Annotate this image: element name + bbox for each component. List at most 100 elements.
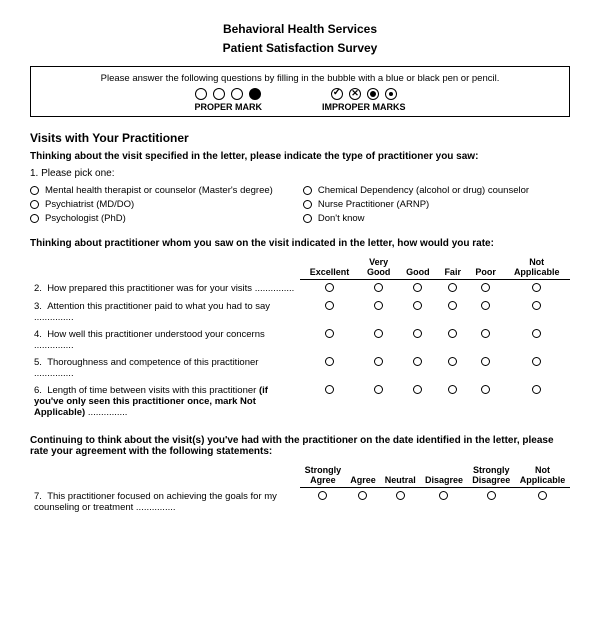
radio-icon bbox=[413, 329, 422, 338]
radio-icon bbox=[532, 329, 541, 338]
option-item[interactable]: Mental health therapist or counselor (Ma… bbox=[30, 185, 273, 196]
bubble-examples: PROPER MARK IMPROPER MARKS bbox=[41, 88, 559, 112]
radio-icon bbox=[439, 491, 448, 500]
question-text: 3. Attention this practitioner paid to w… bbox=[30, 298, 300, 326]
rating-header: Fair bbox=[437, 255, 467, 280]
rating-cell[interactable] bbox=[398, 382, 437, 421]
title-line-1: Behavioral Health Services bbox=[30, 20, 570, 39]
proper-mark-group: PROPER MARK bbox=[194, 88, 262, 112]
rating-cell[interactable] bbox=[503, 354, 570, 382]
rating-cell[interactable] bbox=[468, 382, 503, 421]
rating-cell[interactable] bbox=[359, 280, 398, 299]
rating-cell[interactable] bbox=[437, 280, 467, 299]
empty-circle-icon bbox=[213, 88, 225, 100]
radio-icon bbox=[413, 301, 422, 310]
empty-circle-icon bbox=[231, 88, 243, 100]
agree-header: Disagree bbox=[420, 463, 467, 488]
question-text: 5. Thoroughness and competence of this p… bbox=[30, 354, 300, 382]
rating-cell[interactable] bbox=[359, 354, 398, 382]
rating-cell[interactable] bbox=[300, 280, 359, 299]
radio-icon bbox=[358, 491, 367, 500]
radio-icon bbox=[448, 329, 457, 338]
rating-header: VeryGood bbox=[359, 255, 398, 280]
check-circle-icon bbox=[331, 88, 343, 100]
table-row: 3. Attention this practitioner paid to w… bbox=[30, 298, 570, 326]
rating-cell[interactable] bbox=[398, 326, 437, 354]
radio-icon bbox=[413, 357, 422, 366]
rating-cell[interactable] bbox=[398, 298, 437, 326]
options-col-right: Chemical Dependency (alcohol or drug) co… bbox=[303, 185, 529, 224]
agree-header: Agree bbox=[346, 463, 380, 488]
instruction-text: Please answer the following questions by… bbox=[41, 73, 559, 84]
rating-cell[interactable] bbox=[300, 382, 359, 421]
radio-icon bbox=[538, 491, 547, 500]
rating-cell[interactable] bbox=[398, 280, 437, 299]
radio-icon bbox=[448, 283, 457, 292]
option-item[interactable]: Chemical Dependency (alcohol or drug) co… bbox=[303, 185, 529, 196]
option-item[interactable]: Nurse Practitioner (ARNP) bbox=[303, 199, 529, 210]
radio-icon bbox=[532, 357, 541, 366]
rating-cell[interactable] bbox=[359, 382, 398, 421]
radio-icon bbox=[30, 200, 39, 209]
radio-icon bbox=[325, 329, 334, 338]
improper-mark-label: IMPROPER MARKS bbox=[322, 102, 406, 112]
option-item[interactable]: Psychiatrist (MD/DO) bbox=[30, 199, 273, 210]
rating-cell[interactable] bbox=[437, 354, 467, 382]
rating-cell[interactable] bbox=[515, 488, 570, 516]
dot-circle-icon bbox=[385, 88, 397, 100]
radio-icon bbox=[532, 385, 541, 394]
rating-cell[interactable] bbox=[300, 354, 359, 382]
rating-cell[interactable] bbox=[359, 326, 398, 354]
proper-mark-label: PROPER MARK bbox=[194, 102, 262, 112]
rating-cell[interactable] bbox=[468, 354, 503, 382]
rating-cell[interactable] bbox=[503, 298, 570, 326]
radio-icon bbox=[481, 329, 490, 338]
rating-cell[interactable] bbox=[468, 298, 503, 326]
rating-cell[interactable] bbox=[420, 488, 467, 516]
rating-cell[interactable] bbox=[468, 326, 503, 354]
radio-icon bbox=[532, 301, 541, 310]
option-item[interactable]: Don't know bbox=[303, 213, 529, 224]
rating-cell[interactable] bbox=[380, 488, 420, 516]
rating-cell[interactable] bbox=[503, 326, 570, 354]
rating-body: 2. How prepared this practitioner was fo… bbox=[30, 280, 570, 422]
radio-icon bbox=[303, 214, 312, 223]
question-text: 7. This practitioner focused on achievin… bbox=[30, 488, 300, 516]
radio-icon bbox=[325, 357, 334, 366]
empty-circle-icon bbox=[195, 88, 207, 100]
table-row: 4. How well this practitioner understood… bbox=[30, 326, 570, 354]
option-label: Psychologist (PhD) bbox=[45, 213, 126, 224]
radio-icon bbox=[448, 385, 457, 394]
agree-header: NotApplicable bbox=[515, 463, 570, 488]
radio-icon bbox=[325, 301, 334, 310]
question-text: 4. How well this practitioner understood… bbox=[30, 326, 300, 354]
rating-cell[interactable] bbox=[468, 280, 503, 299]
radio-icon bbox=[481, 357, 490, 366]
agree-header: Neutral bbox=[380, 463, 420, 488]
radio-icon bbox=[374, 301, 383, 310]
filled-circle-icon bbox=[249, 88, 261, 100]
rating-cell[interactable] bbox=[437, 298, 467, 326]
radio-icon bbox=[30, 186, 39, 195]
option-label: Don't know bbox=[318, 213, 365, 224]
rating-cell[interactable] bbox=[300, 488, 346, 516]
cross-circle-icon bbox=[349, 88, 361, 100]
rating-cell[interactable] bbox=[359, 298, 398, 326]
rating-cell[interactable] bbox=[437, 382, 467, 421]
rating-cell[interactable] bbox=[346, 488, 380, 516]
option-item[interactable]: Psychologist (PhD) bbox=[30, 213, 273, 224]
rating-intro: Thinking about practitioner whom you saw… bbox=[30, 238, 570, 249]
rating-cell[interactable] bbox=[503, 382, 570, 421]
rating-header: Excellent bbox=[300, 255, 359, 280]
rating-cell[interactable] bbox=[300, 326, 359, 354]
rating-cell[interactable] bbox=[398, 354, 437, 382]
section-header: Visits with Your Practitioner bbox=[30, 131, 570, 145]
radio-icon bbox=[487, 491, 496, 500]
rating-cell[interactable] bbox=[437, 326, 467, 354]
rating-cell[interactable] bbox=[468, 488, 515, 516]
radio-icon bbox=[303, 200, 312, 209]
radio-icon bbox=[448, 301, 457, 310]
inner-circle-icon bbox=[367, 88, 379, 100]
rating-cell[interactable] bbox=[300, 298, 359, 326]
rating-cell[interactable] bbox=[503, 280, 570, 299]
